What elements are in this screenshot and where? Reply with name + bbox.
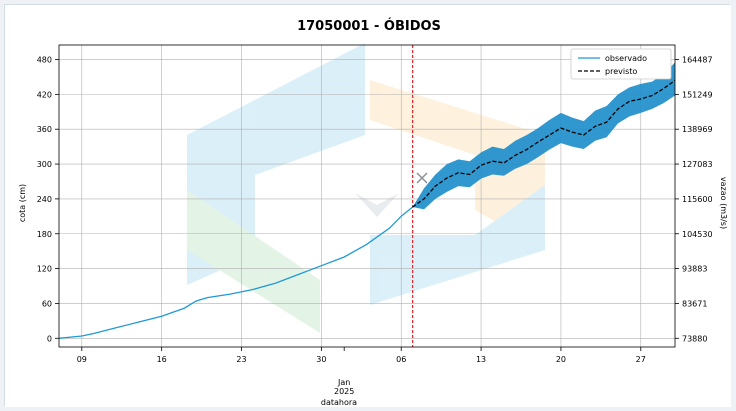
series-line-observado (58, 206, 414, 339)
x-tick-label: 23 (236, 355, 246, 364)
y-tick-label: 0 (47, 334, 52, 343)
x-month-label: 2025 (334, 387, 354, 396)
y2-tick-label: 151249 (682, 90, 713, 99)
x-tick-label: 06 (396, 355, 406, 364)
y2-tick-label: 104530 (682, 230, 713, 239)
series-line-previsto (412, 79, 676, 208)
x-tick-label: 20 (556, 355, 566, 364)
y-tick-label: 420 (37, 90, 52, 99)
x-axis-label: datahora (321, 398, 357, 407)
plot-area-frame (58, 44, 676, 348)
y2-tick-label: 115600 (682, 195, 713, 204)
x-tick-label: 13 (476, 355, 486, 364)
y2-tick-label: 127083 (682, 160, 713, 169)
y-tick-label: 360 (37, 125, 52, 134)
y2-tick-label: 164487 (682, 56, 713, 65)
legend: observado previsto (570, 48, 672, 80)
x-tick-label: 09 (77, 355, 87, 364)
x-tick-label: 16 (157, 355, 167, 364)
close-icon[interactable] (416, 172, 428, 184)
y-tick-label: 180 (37, 230, 52, 239)
y2-axis-label: vazao (m3/s) (719, 177, 728, 229)
y-tick-label: 480 (37, 56, 52, 65)
legend-label-observado: observado (605, 54, 647, 63)
x-tick-label: 27 (636, 355, 646, 364)
y-axis-label: cota (cm) (18, 184, 27, 222)
chart-panel: 17050001 - ÓBIDOS 0 60 120 180 240 300 360 420 4… (4, 4, 731, 407)
y-tick-label: 120 (37, 265, 52, 274)
y2-tick-label: 93883 (682, 265, 707, 274)
y2-tick-label: 83671 (682, 299, 707, 308)
y2-tick-label: 138969 (682, 125, 713, 134)
hydrograph-chart: 17050001 - ÓBIDOS 0601201802403003604204… (5, 5, 731, 407)
legend-label-previsto: previsto (605, 67, 637, 76)
y2-tick-label: 73880 (682, 334, 707, 343)
y-tick-label: 240 (37, 195, 52, 204)
forecast-uncertainty-band (412, 62, 675, 210)
y-tick-label: 60 (42, 299, 52, 308)
x-month-label: Jan (337, 378, 350, 387)
chart-title: 17050001 - ÓBIDOS (297, 18, 441, 34)
y-tick-label: 300 (37, 160, 52, 169)
x-tick-label: 30 (316, 355, 326, 364)
